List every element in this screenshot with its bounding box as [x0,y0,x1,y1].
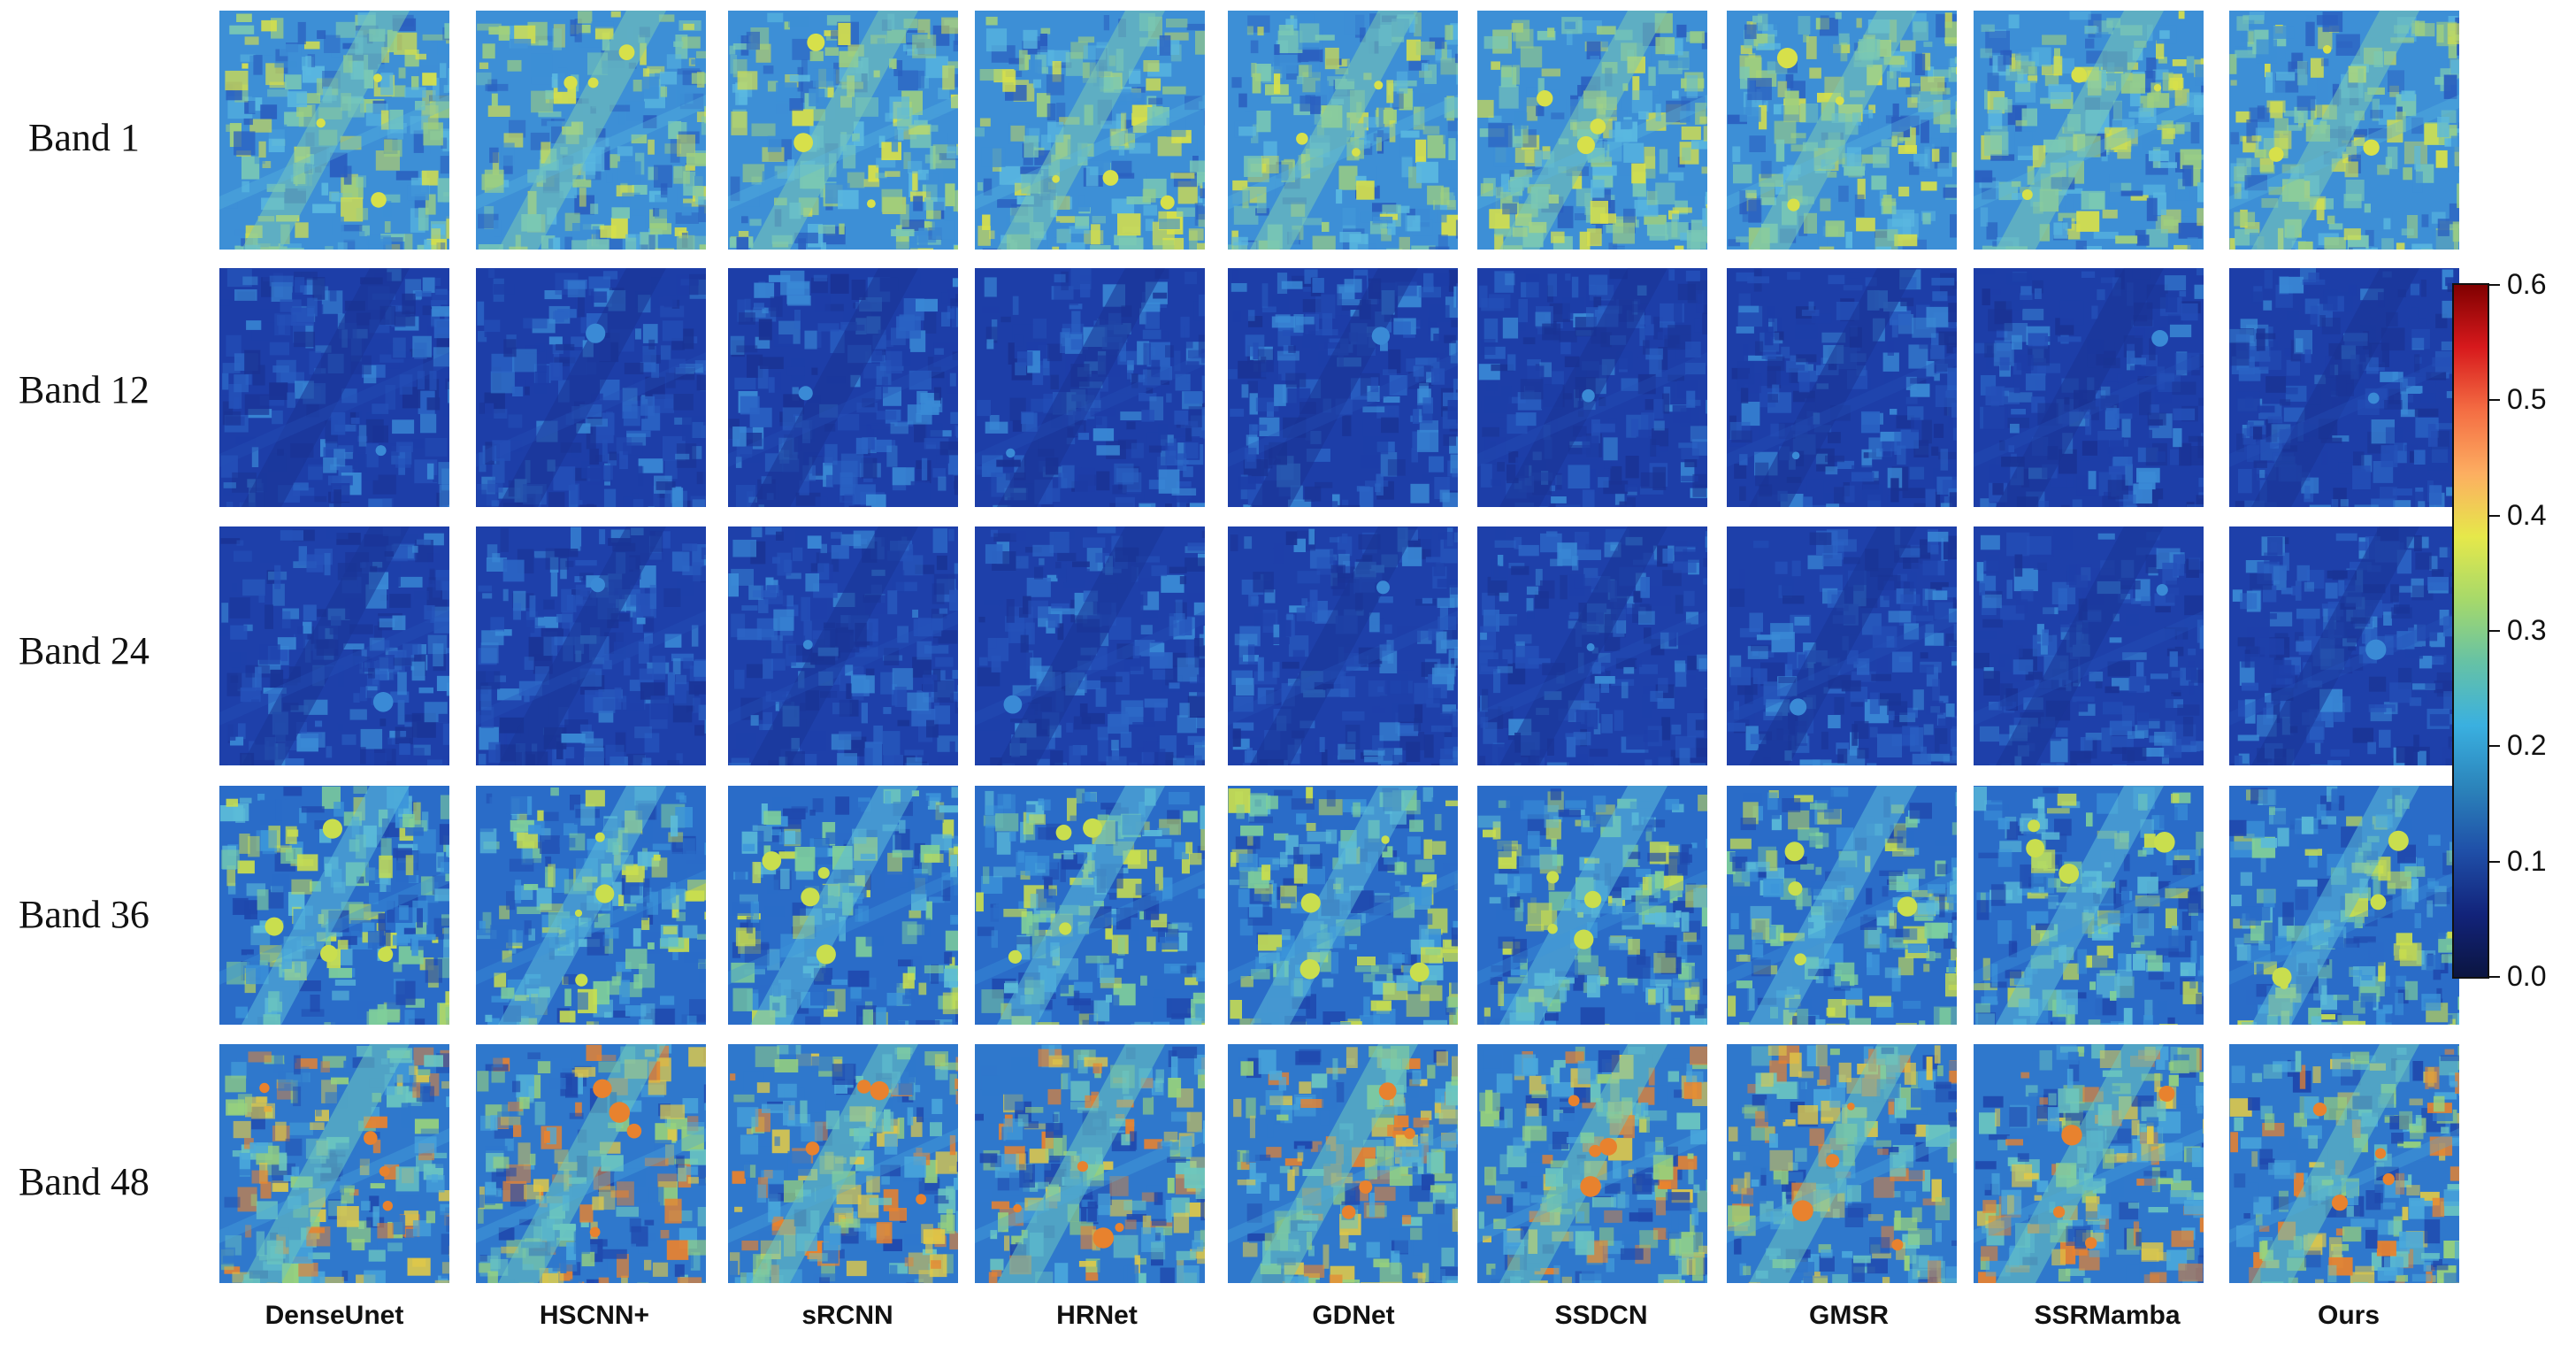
heatmap-tile-band1-ssrmamba [1974,11,2204,250]
row-label-band-36: Band 36 [19,893,150,936]
colorbar-tick [2489,630,2500,632]
heatmap-tile-band1-denseunet [219,11,449,250]
heatmap-tile-band1-gmsr [1727,11,1957,250]
heatmap-tile-band48-ssdcn [1477,1044,1707,1283]
heatmap-tile-band12-hscnn [476,268,706,507]
heatmap-tile-band24-ssrmamba [1974,526,2204,765]
col-label-gmsr: GMSR [1809,1301,1889,1330]
colorbar-tick [2489,976,2500,978]
heatmap-tile-band36-gmsr [1727,786,1957,1025]
heatmap-tile-band1-ssdcn [1477,11,1707,250]
colorbar-tick-label: 0.4 [2507,498,2547,531]
heatmap-tile-band12-ssrmamba [1974,268,2204,507]
heatmap-tile-band48-srcnn [728,1044,958,1283]
heatmap-tile-band12-gdnet [1228,268,1458,507]
heatmap-tile-band36-ssrmamba [1974,786,2204,1025]
heatmap-tile-band48-hscnn [476,1044,706,1283]
heatmap-tile-band12-gmsr [1727,268,1957,507]
colorbar [2452,283,2489,979]
heatmap-tile-band12-ours [2229,268,2459,507]
heatmap-tile-band48-gdnet [1228,1044,1458,1283]
heatmap-tile-band24-gdnet [1228,526,1458,765]
colorbar-tick-label: 0.5 [2507,383,2547,416]
col-label-hrnet: HRNet [1056,1301,1138,1330]
heatmap-tile-band36-ours [2229,786,2459,1025]
heatmap-tile-band36-hscnn [476,786,706,1025]
row-label-band-24: Band 24 [19,629,150,672]
colorbar-tick [2489,860,2500,863]
heatmap-tile-band36-denseunet [219,786,449,1025]
col-label-denseunet: DenseUnet [264,1301,404,1330]
row-label-band-1: Band 1 [28,116,140,159]
colorbar-tick-label: 0.3 [2507,614,2547,646]
heatmap-tile-band36-hrnet [975,786,1205,1025]
colorbar-tick [2489,399,2500,402]
col-label-hscnn: HSCNN+ [539,1301,650,1330]
heatmap-tile-band12-srcnn [728,268,958,507]
heatmap-tile-band48-ssrmamba [1974,1044,2204,1283]
heatmap-tile-band12-hrnet [975,268,1205,507]
heatmap-tile-band24-hrnet [975,526,1205,765]
heatmap-tile-band12-denseunet [219,268,449,507]
row-label-band-12: Band 12 [19,368,150,411]
heatmap-tile-band1-gdnet [1228,11,1458,250]
heatmap-tile-band24-ours [2229,526,2459,765]
heatmap-tile-band12-ssdcn [1477,268,1707,507]
heatmap-tile-band36-srcnn [728,786,958,1025]
heatmap-tile-band24-hscnn [476,526,706,765]
colorbar-tick-label: 0.1 [2507,844,2547,877]
heatmap-tile-band1-hscnn [476,11,706,250]
heatmap-tile-band24-ssdcn [1477,526,1707,765]
col-label-ours: Ours [2317,1301,2380,1330]
heatmap-tile-band24-denseunet [219,526,449,765]
colorbar-tick [2489,284,2500,286]
colorbar-tick-label: 0.6 [2507,268,2547,300]
col-label-gdnet: GDNet [1312,1301,1395,1330]
colorbar-tick-label: 0.2 [2507,729,2547,762]
col-label-ssdcn: SSDCN [1554,1301,1648,1330]
heatmap-tile-band1-srcnn [728,11,958,250]
colorbar-tick [2489,514,2500,517]
heatmap-tile-band1-ours [2229,11,2459,250]
heatmap-tile-band48-ours [2229,1044,2459,1283]
col-label-ssrmamba: SSRMamba [2034,1301,2181,1330]
heatmap-tile-band24-gmsr [1727,526,1957,765]
heatmap-tile-band48-gmsr [1727,1044,1957,1283]
heatmap-tile-band48-denseunet [219,1044,449,1283]
colorbar-tick [2489,745,2500,748]
heatmap-tile-band1-hrnet [975,11,1205,250]
heatmap-tile-band48-hrnet [975,1044,1205,1283]
col-label-srcnn: sRCNN [801,1301,893,1330]
heatmap-tile-band36-gdnet [1228,786,1458,1025]
heatmap-tile-band24-srcnn [728,526,958,765]
colorbar-tick-label: 0.0 [2507,960,2547,992]
row-label-band-48: Band 48 [19,1160,150,1203]
heatmap-tile-band36-ssdcn [1477,786,1707,1025]
